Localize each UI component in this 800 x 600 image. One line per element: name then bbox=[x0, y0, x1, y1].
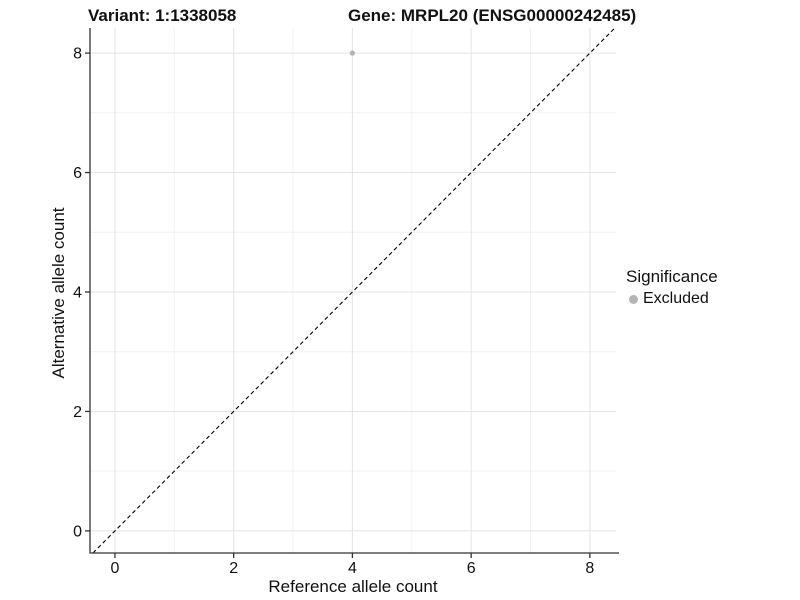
variant-title: Variant: 1:1338058 bbox=[88, 6, 237, 25]
identity-line bbox=[92, 27, 616, 554]
legend-title: Significance bbox=[626, 267, 718, 286]
x-tick-label: 4 bbox=[348, 560, 357, 577]
x-tick-label: 2 bbox=[229, 560, 238, 577]
data-point bbox=[349, 50, 356, 56]
y-tick-label: 2 bbox=[73, 404, 82, 421]
legend-item-label: Excluded bbox=[643, 290, 709, 307]
gene-title: Gene: MRPL20 (ENSG00000242485) bbox=[348, 6, 637, 25]
legend-item-excluded: Excluded bbox=[626, 290, 718, 308]
x-tick-label: 6 bbox=[467, 560, 476, 577]
x-tick-label: 8 bbox=[585, 560, 594, 577]
legend: Significance Excluded bbox=[626, 267, 718, 308]
legend-point-icon bbox=[629, 294, 638, 304]
y-tick-label: 6 bbox=[73, 165, 82, 182]
y-tick-label: 0 bbox=[73, 523, 82, 540]
y-tick-label: 8 bbox=[73, 46, 82, 63]
y-axis-title: Alternative allele count bbox=[49, 207, 68, 379]
x-axis-title: Reference allele count bbox=[268, 577, 438, 596]
y-tick-label: 4 bbox=[73, 284, 82, 301]
x-tick-label: 0 bbox=[110, 560, 119, 577]
